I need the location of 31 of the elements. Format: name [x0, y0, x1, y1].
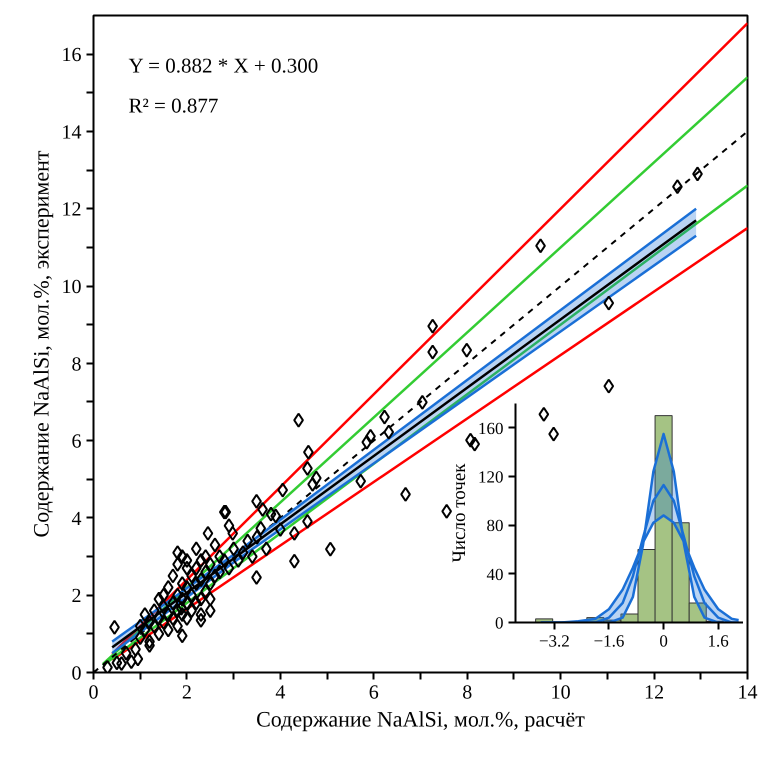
annotation: R² = 0.877 — [128, 94, 218, 118]
x-tick-label: 8 — [462, 682, 472, 704]
x-tick-label: 12 — [644, 682, 664, 704]
y-tick-label: 8 — [72, 353, 82, 376]
x-tick-label: −1.6 — [594, 632, 624, 650]
x-tick-label: 10 — [550, 682, 571, 704]
x-tick-label: 1.6 — [708, 632, 729, 650]
x-tick-label: 14 — [738, 682, 758, 704]
x-tick-label: −3.2 — [538, 632, 570, 650]
y-tick-label: 80 — [486, 516, 504, 536]
y-tick-label: 40 — [486, 564, 504, 584]
y-axis-title: Содержание NaAlSi, мол.%, эксперимент — [28, 150, 54, 538]
x-tick-label: 4 — [275, 682, 286, 704]
y-tick-label: 2 — [72, 585, 82, 608]
x-tick-label: 0 — [659, 632, 668, 650]
y-tick-label: 120 — [478, 468, 504, 486]
y-tick-label: 10 — [62, 276, 82, 298]
y-tick-label: 0 — [495, 614, 504, 632]
y-tick-label: 6 — [72, 430, 82, 453]
y-tick-label: 14 — [62, 121, 82, 144]
annotation: Y = 0.882 * X + 0.300 — [128, 54, 318, 78]
y-tick-label: 12 — [62, 198, 82, 221]
y-axis-title: Число точек — [449, 462, 470, 562]
y-tick-label: 4 — [72, 508, 82, 530]
y-tick-label: 16 — [62, 44, 82, 66]
x-axis-title: Содержание NaAlSi, мол.%, расчёт — [256, 706, 586, 732]
y-tick-label: 160 — [478, 418, 504, 438]
x-tick-label: 2 — [182, 682, 192, 704]
y-tick-label: 0 — [72, 662, 82, 684]
x-tick-label: 0 — [88, 682, 98, 704]
x-tick-label: 6 — [368, 682, 379, 704]
